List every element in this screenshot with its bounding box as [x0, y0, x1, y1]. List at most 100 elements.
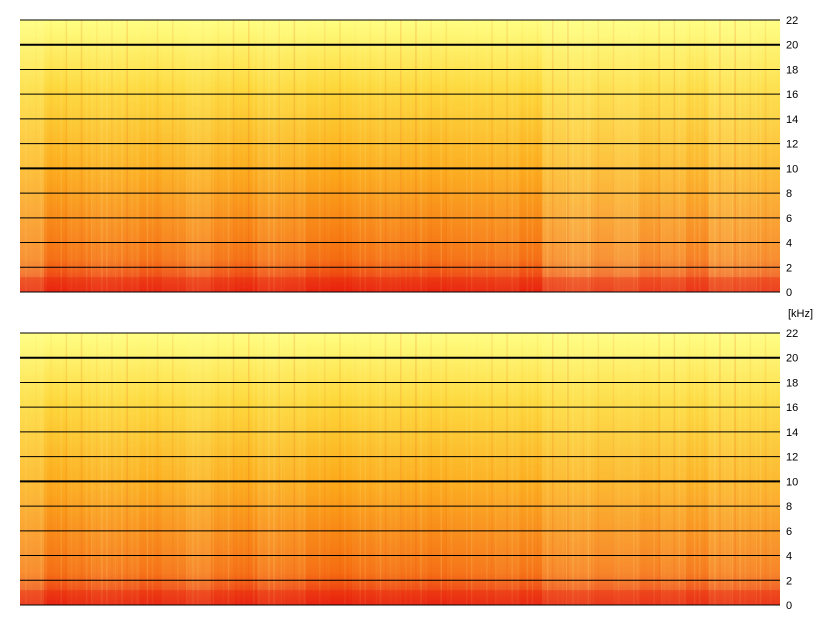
texture-stripe: [603, 333, 605, 605]
texture-stripe: [364, 20, 367, 292]
texture-stripe: [400, 333, 402, 605]
texture-stripe: [359, 333, 361, 605]
texture-stripe: [628, 20, 630, 292]
texture-stripe: [187, 20, 189, 292]
low-frequency-band: [20, 590, 780, 605]
texture-stripe: [55, 20, 57, 292]
time-segment: [542, 333, 567, 605]
texture-stripe: [172, 333, 174, 605]
texture-stripe: [242, 333, 245, 605]
texture-stripe: [278, 20, 280, 292]
y-tick-label: 18: [786, 64, 798, 76]
texture-stripe: [648, 333, 650, 605]
texture-stripe: [709, 333, 711, 605]
texture-stripe: [486, 20, 488, 292]
texture-stripe: [440, 333, 443, 605]
texture-stripe: [557, 333, 559, 605]
texture-stripe: [253, 20, 255, 292]
texture-stripe: [303, 333, 306, 605]
texture-stripe: [465, 20, 468, 292]
texture-stripe: [303, 20, 306, 292]
time-segment: [115, 20, 140, 292]
texture-stripe: [197, 333, 199, 605]
texture-stripe: [394, 333, 397, 605]
y-tick-label: 22: [786, 15, 798, 27]
texture-stripe: [217, 333, 220, 605]
time-segment: [210, 333, 235, 605]
texture-stripe: [30, 333, 32, 605]
texture-stripe: [526, 20, 529, 292]
texture-stripe: [192, 333, 194, 605]
time-segment: [566, 20, 591, 292]
time-segment: [518, 20, 543, 292]
time-segment: [423, 333, 448, 605]
texture-stripe: [75, 333, 78, 605]
texture-stripe: [80, 333, 83, 605]
time-segment: [305, 20, 330, 292]
texture-stripe: [268, 20, 270, 292]
texture-stripe: [511, 333, 513, 605]
time-segment: [708, 20, 733, 292]
texture-stripe: [405, 20, 407, 292]
texture-stripe: [349, 333, 351, 605]
texture-stripe: [192, 20, 194, 292]
texture-stripe: [764, 333, 767, 605]
texture-stripe: [440, 20, 443, 292]
texture-stripe: [283, 20, 285, 292]
texture-stripe: [70, 20, 73, 292]
texture-stripe: [516, 333, 519, 605]
texture-stripe: [572, 333, 574, 605]
texture-stripe: [248, 20, 250, 292]
texture-stripe: [131, 20, 133, 292]
texture-stripe: [172, 20, 174, 292]
spectrogram-channel-2: 0 2 4 6 8 10 12 14 16 18 20 22: [20, 328, 798, 612]
texture-stripe: [35, 20, 37, 292]
texture-stripe: [759, 20, 762, 292]
low-frequency-band: [20, 277, 780, 292]
texture-stripe: [354, 20, 356, 292]
texture-stripe: [222, 333, 225, 605]
y-tick-label: 0: [786, 600, 792, 612]
texture-stripe: [298, 20, 301, 292]
texture-stripe: [612, 20, 615, 292]
texture-stripe: [592, 20, 595, 292]
time-segment: [43, 20, 68, 292]
texture-stripe: [324, 20, 326, 292]
texture-stripe: [643, 20, 645, 292]
texture-stripe: [405, 333, 407, 605]
texture-stripe: [90, 20, 93, 292]
texture-stripe: [420, 20, 422, 292]
texture-stripe: [465, 333, 468, 605]
y-tick-label: 6: [786, 213, 792, 225]
texture-stripe: [410, 20, 412, 292]
time-segment: [613, 333, 638, 605]
texture-stripe: [546, 20, 549, 292]
texture-stripe: [546, 333, 549, 605]
y-tick-label: 2: [786, 575, 792, 587]
texture-stripe: [146, 20, 149, 292]
texture-stripe: [90, 333, 93, 605]
texture-stripe: [678, 333, 681, 605]
texture-stripe: [683, 333, 686, 605]
texture-stripe: [293, 333, 296, 605]
texture-stripe: [182, 20, 184, 292]
texture-stripe: [425, 20, 427, 292]
texture-stripe: [151, 333, 154, 605]
texture-stripe: [476, 333, 478, 605]
texture-stripe: [719, 20, 721, 292]
texture-stripe: [379, 333, 382, 605]
time-segment: [352, 333, 377, 605]
texture-stripe: [162, 333, 164, 605]
texture-stripe: [131, 333, 133, 605]
texture-stripe: [683, 20, 686, 292]
y-tick-label: 10: [786, 163, 798, 175]
texture-stripe: [309, 20, 311, 292]
time-segment: [328, 333, 353, 605]
time-segment: [138, 333, 163, 605]
y-tick-label: 0: [786, 287, 792, 299]
time-segment: [281, 333, 306, 605]
texture-stripe: [430, 333, 432, 605]
time-segment: [281, 20, 306, 292]
texture-stripe: [653, 20, 655, 292]
time-segment: [542, 20, 567, 292]
